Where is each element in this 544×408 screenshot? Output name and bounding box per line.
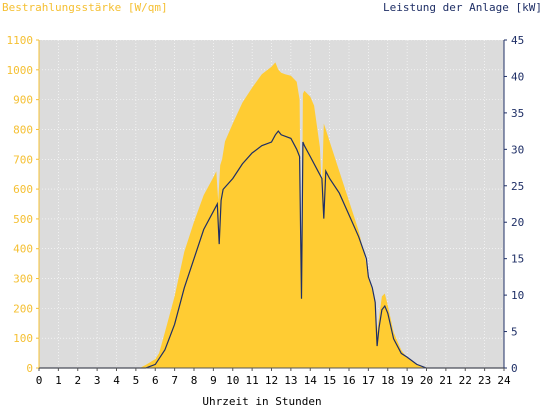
x-tick-label-3: 3 xyxy=(94,374,101,387)
irradiance-area xyxy=(39,62,504,369)
right-tick-label-4: 20 xyxy=(511,216,524,229)
right-tick-label-5: 25 xyxy=(511,180,524,193)
x-tick-label-9: 9 xyxy=(210,374,217,387)
x-tick-label-15: 15 xyxy=(323,374,336,387)
right-tick-label-0: 0 xyxy=(511,362,518,375)
x-tick-label-8: 8 xyxy=(191,374,198,387)
x-tick-label-19: 19 xyxy=(401,374,414,387)
left-tick-label-5: 500 xyxy=(13,213,33,226)
left-tick-label-9: 900 xyxy=(13,94,33,107)
x-tick-label-18: 18 xyxy=(381,374,394,387)
x-tick-label-16: 16 xyxy=(342,374,355,387)
tick-labels: 0100200300400500600700800900100011000510… xyxy=(7,34,525,387)
x-tick-label-11: 11 xyxy=(246,374,259,387)
left-axis-title: Bestrahlungsstärke [W/qm] xyxy=(2,1,168,14)
x-tick-label-10: 10 xyxy=(226,374,239,387)
right-tick-label-9: 45 xyxy=(511,34,524,47)
power-line xyxy=(39,130,504,369)
x-tick-label-4: 4 xyxy=(113,374,120,387)
x-tick-label-23: 23 xyxy=(478,374,491,387)
x-tick-label-0: 0 xyxy=(36,374,43,387)
x-tick-label-13: 13 xyxy=(284,374,297,387)
right-tick-label-7: 35 xyxy=(511,107,524,120)
right-tick-label-1: 5 xyxy=(511,326,518,339)
x-tick-label-20: 20 xyxy=(420,374,433,387)
right-tick-label-8: 40 xyxy=(511,70,524,83)
left-tick-label-1: 100 xyxy=(13,332,33,345)
left-tick-label-11: 1100 xyxy=(7,34,34,47)
x-tick-label-2: 2 xyxy=(74,374,81,387)
x-tick-label-6: 6 xyxy=(152,374,159,387)
x-tick-label-7: 7 xyxy=(171,374,178,387)
x-tick-label-5: 5 xyxy=(133,374,140,387)
x-axis-title: Uhrzeit in Stunden xyxy=(202,395,321,408)
right-tick-label-3: 15 xyxy=(511,253,524,266)
x-tick-label-21: 21 xyxy=(439,374,452,387)
x-tick-label-12: 12 xyxy=(265,374,278,387)
left-tick-label-4: 400 xyxy=(13,243,33,256)
x-tick-label-17: 17 xyxy=(362,374,375,387)
left-tick-label-6: 600 xyxy=(13,183,33,196)
left-tick-label-10: 1000 xyxy=(7,64,34,77)
left-tick-label-7: 700 xyxy=(13,153,33,166)
series-layer xyxy=(39,62,504,369)
right-axis-title: Leistung der Anlage [kW] xyxy=(383,1,542,14)
x-tick-label-22: 22 xyxy=(459,374,472,387)
left-tick-label-2: 200 xyxy=(13,302,33,315)
left-tick-label-8: 800 xyxy=(13,123,33,136)
x-tick-label-1: 1 xyxy=(55,374,62,387)
right-tick-label-6: 30 xyxy=(511,143,524,156)
left-tick-label-3: 300 xyxy=(13,273,33,286)
left-tick-label-0: 0 xyxy=(26,362,33,375)
x-tick-label-24: 24 xyxy=(497,374,511,387)
x-tick-label-14: 14 xyxy=(304,374,318,387)
right-tick-label-2: 10 xyxy=(511,289,524,302)
